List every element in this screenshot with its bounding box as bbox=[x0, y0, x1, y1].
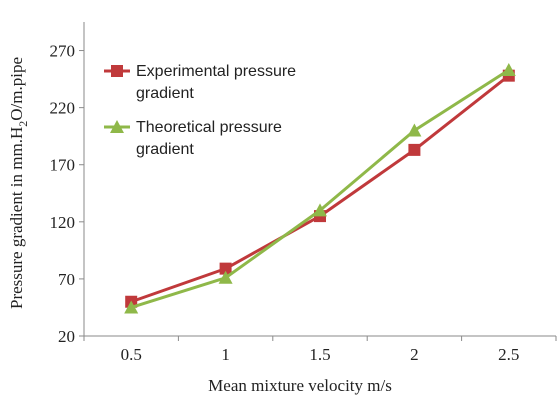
legend-marker bbox=[110, 120, 124, 133]
data-point bbox=[407, 123, 422, 137]
legend-entry: Theoretical pressure gradient bbox=[104, 119, 282, 158]
series-experimental bbox=[125, 69, 515, 308]
legend-label: gradient bbox=[136, 141, 194, 158]
x-tick-label: 0.5 bbox=[121, 345, 142, 364]
data-point bbox=[408, 143, 421, 156]
x-tick-label: 2.5 bbox=[498, 345, 519, 364]
legend-marker bbox=[111, 65, 123, 77]
y-axis-title: Pressure gradient in mm.H2O/m.pipe bbox=[7, 57, 30, 309]
legend-label: Experimental pressure bbox=[136, 63, 296, 80]
axis-labels: Mean mixture velocity m/s Pressure gradie… bbox=[7, 57, 392, 395]
x-tick-label: 1.5 bbox=[309, 345, 330, 364]
legend-label: Theoretical pressure bbox=[136, 119, 282, 136]
y-tick-label: 120 bbox=[50, 213, 76, 232]
legend-entry: Experimental pressure gradient bbox=[104, 63, 296, 102]
x-tick-label: 2 bbox=[410, 345, 419, 364]
data-point bbox=[219, 262, 232, 275]
legend: Experimental pressuregradientTheoretical… bbox=[104, 63, 296, 158]
y-tick-label: 270 bbox=[50, 42, 76, 61]
y-tick-label: 220 bbox=[50, 99, 76, 118]
series-line bbox=[130, 74, 510, 304]
series-line bbox=[130, 68, 510, 309]
x-tick-label: 1 bbox=[221, 345, 230, 364]
data-point bbox=[313, 203, 327, 217]
data-point bbox=[124, 300, 139, 314]
y-tick-label: 70 bbox=[58, 270, 75, 289]
y-tick-label: 20 bbox=[58, 327, 75, 346]
series-layer bbox=[124, 62, 516, 314]
data-point bbox=[218, 270, 233, 284]
y-tick-label: 170 bbox=[50, 156, 76, 175]
legend-label: gradient bbox=[136, 85, 194, 102]
data-point bbox=[501, 62, 516, 76]
series-theoretical bbox=[124, 62, 516, 314]
axes: 20 70 120 170 220 270 0.5 1 1.5 2 2.5 bbox=[50, 22, 557, 364]
x-axis-title: Mean mixture velocity m/s bbox=[208, 376, 392, 395]
